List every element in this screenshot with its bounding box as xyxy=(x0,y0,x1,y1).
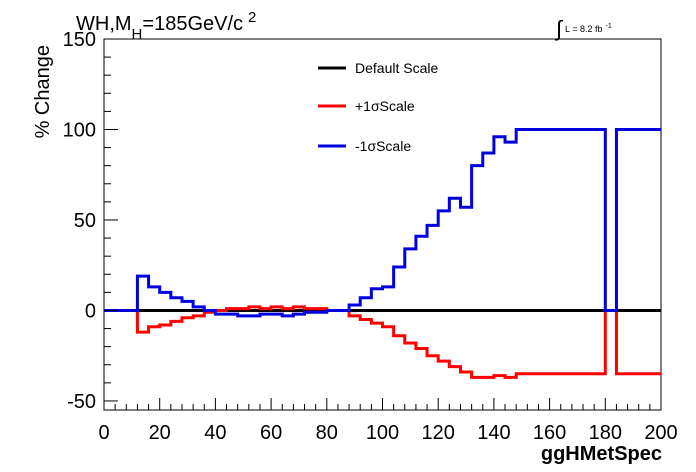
lumi-text: L = 8.2 fb xyxy=(565,24,602,34)
x-tick-label: 200 xyxy=(644,422,677,444)
lumi-integral: ∫ xyxy=(554,16,564,41)
title-sup: 2 xyxy=(248,9,256,26)
x-tick-label: 180 xyxy=(589,422,622,444)
title-main: WH,M xyxy=(76,13,132,35)
plot-frame xyxy=(103,38,662,411)
x-tick-label: 120 xyxy=(422,422,455,444)
x-tick-label: 0 xyxy=(98,422,109,444)
title-rest: =185GeV/c xyxy=(142,13,243,35)
x-tick-label: 40 xyxy=(204,422,226,444)
x-axis-ticks: 0 20 40 60 80 100 120 140 160 180 200 xyxy=(98,398,678,444)
y-tick-label: 0 xyxy=(85,300,96,322)
chart-title: WH,MH=185GeV/c 2 xyxy=(76,9,256,43)
x-tick-label: 80 xyxy=(316,422,338,444)
y-axis-title: % Change xyxy=(32,45,54,138)
y-tick-label: 150 xyxy=(63,29,96,51)
y-axis-ticks: -50 0 50 100 150 xyxy=(63,29,118,413)
legend-label-0: Default Scale xyxy=(355,60,438,76)
lumi-sup: -1 xyxy=(605,23,611,30)
legend-label-1: +1σScale xyxy=(355,98,415,114)
x-axis-title: ggHMetSpec xyxy=(541,443,662,465)
series-line-1 xyxy=(104,305,661,379)
x-tick-label: 20 xyxy=(149,422,171,444)
y-tick-label: -50 xyxy=(67,391,96,413)
series-line-2 xyxy=(104,127,661,318)
x-tick-label: 160 xyxy=(533,422,566,444)
series-layer xyxy=(104,127,661,379)
lumi-label: ∫ L = 8.2 fb -1 xyxy=(554,16,612,41)
title-sub: H xyxy=(132,26,143,43)
x-tick-label: 140 xyxy=(477,422,510,444)
x-tick-label: 60 xyxy=(260,422,282,444)
legend: Default Scale +1σScale -1σScale xyxy=(318,60,438,154)
y-tick-label: 50 xyxy=(74,210,96,232)
legend-label-2: -1σScale xyxy=(355,138,411,154)
x-tick-label: 100 xyxy=(366,422,399,444)
y-tick-label: 100 xyxy=(63,119,96,141)
